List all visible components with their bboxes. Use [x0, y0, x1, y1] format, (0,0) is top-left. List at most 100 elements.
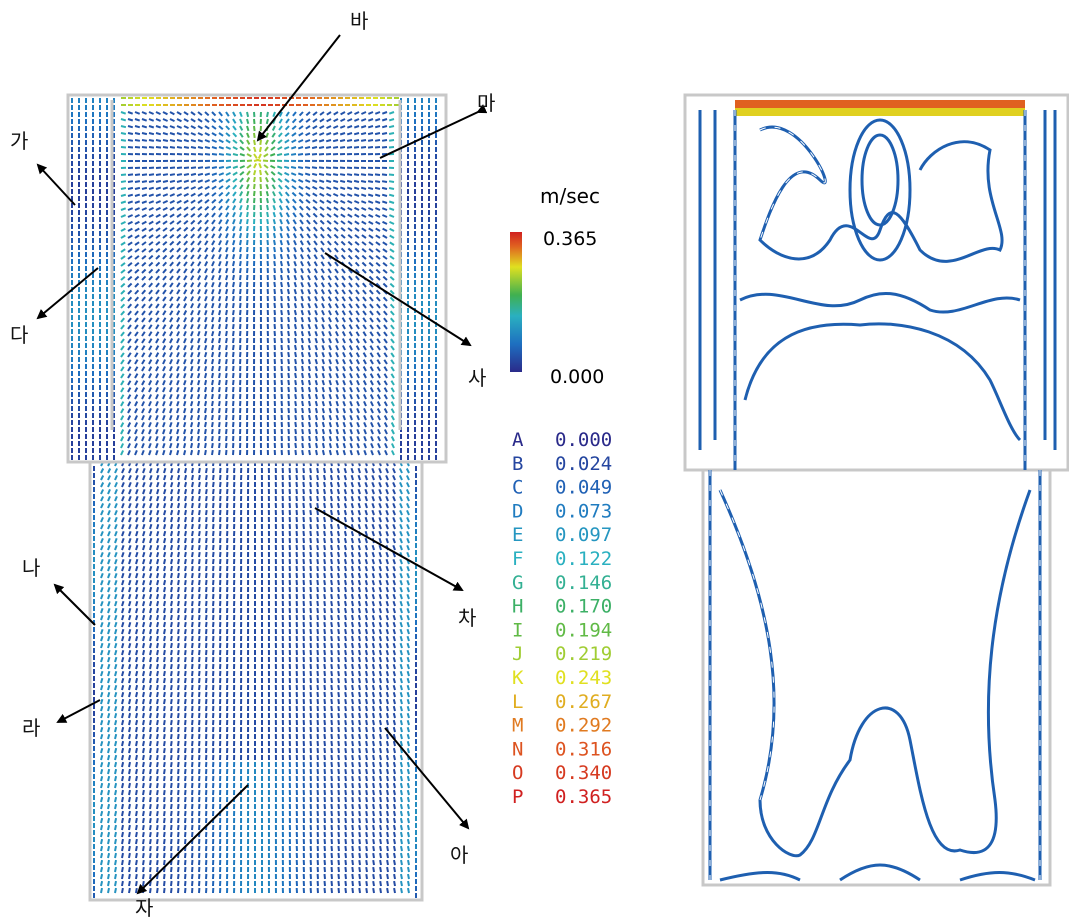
vectors	[246, 170, 251, 176]
vectors	[93, 613, 417, 618]
vectors	[71, 455, 437, 460]
legend-value: 0.049	[555, 477, 612, 499]
vectors	[266, 204, 269, 211]
vectors	[232, 171, 283, 183]
vectors	[278, 191, 283, 197]
vectors	[277, 171, 283, 176]
arrow	[53, 583, 96, 626]
label: 사	[468, 366, 486, 390]
vectors	[387, 97, 392, 106]
vectors	[233, 97, 238, 106]
arrow	[314, 507, 464, 591]
vectors	[239, 171, 245, 176]
vectors	[255, 97, 385, 162]
vectors	[239, 139, 245, 145]
vectors	[232, 125, 269, 225]
vectors	[253, 190, 256, 197]
vectors	[283, 153, 290, 169]
vectors	[120, 111, 395, 456]
vectors	[218, 111, 304, 232]
vectors	[246, 111, 250, 118]
vectors	[71, 406, 437, 894]
legend-value: 0.024	[555, 453, 612, 475]
vectors	[198, 97, 203, 106]
vectors	[93, 192, 417, 646]
legend-value: 0.000	[555, 429, 612, 451]
label: 바	[350, 9, 368, 33]
vectors	[253, 125, 256, 132]
vectors	[135, 97, 140, 106]
label: 가	[10, 129, 28, 153]
vectors	[276, 153, 283, 157]
lower-box	[701, 468, 1052, 887]
vectors	[225, 179, 311, 260]
vectors	[246, 146, 251, 152]
vectors	[71, 212, 437, 835]
vectors	[254, 198, 290, 893]
vectors	[225, 146, 243, 225]
vectors	[258, 146, 262, 153]
vectors	[246, 125, 250, 132]
vectors	[177, 97, 182, 106]
vectors	[272, 198, 276, 204]
vectors	[232, 118, 256, 232]
vectors	[93, 111, 417, 534]
vectors	[239, 198, 283, 218]
vectors	[253, 146, 257, 153]
vectors	[284, 178, 290, 183]
lower-box	[88, 460, 424, 902]
vectors	[268, 97, 273, 106]
vectors	[286, 139, 311, 260]
vectors	[271, 184, 276, 190]
vectors	[239, 191, 244, 197]
legend-letter: N	[512, 738, 523, 760]
vectors	[205, 97, 210, 106]
arrow	[136, 784, 249, 895]
vectors	[239, 253, 283, 267]
vectors	[184, 761, 187, 894]
legend-value: 0.340	[555, 762, 612, 784]
vectors	[232, 191, 249, 225]
label: 다	[10, 323, 28, 347]
vectors	[71, 413, 437, 723]
vectors	[93, 260, 417, 499]
vectors	[271, 139, 276, 145]
vectors	[93, 655, 417, 660]
vectors	[225, 111, 290, 232]
vectors	[191, 97, 196, 106]
vectors	[254, 97, 259, 106]
contour-dash	[709, 110, 1041, 880]
colorbar-min: 0.000	[550, 366, 604, 388]
vectors	[265, 183, 269, 190]
annotations: 바 마 가 다 사 나 차 라 아 자	[10, 9, 495, 920]
vector-field	[71, 97, 437, 898]
vectors	[359, 97, 364, 106]
vectors	[285, 205, 290, 211]
vectors	[71, 420, 437, 716]
vectors	[246, 190, 250, 197]
vectors	[170, 97, 175, 106]
vectors	[232, 146, 238, 151]
vectors	[253, 146, 304, 267]
legend-value: 0.243	[555, 667, 612, 689]
vectors	[226, 97, 231, 106]
vectors	[265, 132, 269, 139]
vectors	[239, 125, 244, 131]
vectors	[271, 125, 276, 131]
vectors	[246, 111, 262, 125]
vectors	[218, 205, 223, 211]
vectors	[331, 97, 336, 106]
vectors	[121, 97, 126, 106]
vectors	[266, 111, 269, 118]
vectors	[197, 111, 318, 309]
vectors	[232, 205, 237, 211]
vectors	[93, 212, 417, 632]
level-legend: A 0.000 B 0.024 C 0.049 D 0.073 E 0.097 F 0.122 G 0.1…	[512, 429, 612, 808]
vectors	[142, 97, 147, 106]
vectors	[253, 139, 256, 146]
arrows	[36, 34, 488, 895]
vectors	[253, 169, 257, 176]
vectors	[71, 111, 437, 894]
vectors	[232, 111, 290, 225]
vectors	[246, 139, 251, 145]
